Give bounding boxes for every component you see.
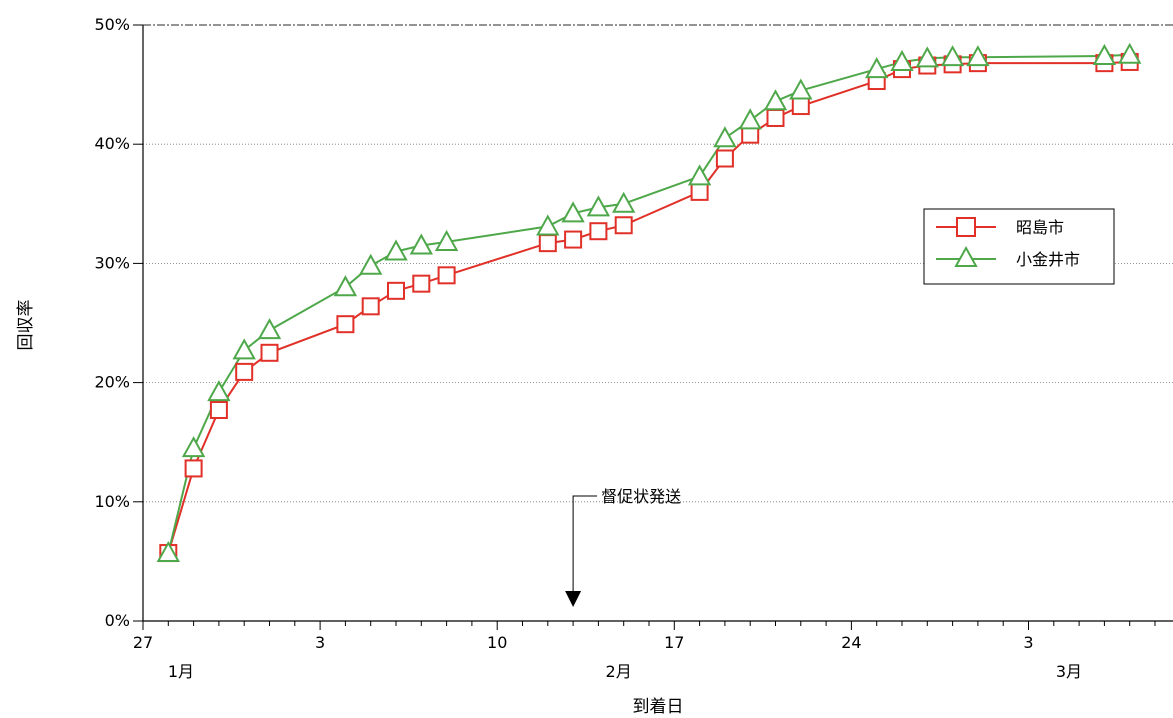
data-point-triangle — [232, 338, 256, 360]
data-point-triangle — [181, 436, 206, 458]
data-point-triangle — [359, 253, 383, 275]
legend-marker-square — [956, 217, 976, 237]
legend-item-0: 昭島市 — [936, 217, 1064, 237]
x-month-label: 3月 — [1056, 662, 1082, 681]
x-ticks: 27 3 10 17 24 3 — [133, 621, 1156, 652]
data-point-triangle — [713, 126, 737, 148]
series-markers-0 — [159, 52, 1139, 563]
data-point-triangle — [1118, 42, 1142, 64]
data-point-triangle — [612, 191, 636, 213]
data-point-square — [614, 216, 633, 235]
data-point-square — [412, 274, 431, 293]
axes — [142, 25, 1173, 622]
data-point-triangle — [434, 229, 459, 251]
y-tick-label: 30% — [94, 253, 130, 272]
legend-box — [923, 208, 1115, 285]
data-point-square — [766, 108, 785, 127]
legend: 昭島市 小金井市 — [923, 208, 1115, 285]
annotation-leader-line — [572, 495, 598, 594]
month-labels: 1月 2月 3月 — [168, 662, 1082, 681]
data-point-triangle — [890, 49, 914, 71]
data-point-triangle — [333, 275, 358, 297]
x-month-label: 2月 — [606, 662, 632, 681]
annotation: 督促状発送 — [565, 487, 681, 607]
data-point-square — [387, 281, 405, 300]
data-point-triangle — [865, 57, 889, 79]
data-point-square — [564, 230, 583, 249]
annotation-arrow — [565, 591, 582, 607]
data-point-square — [589, 222, 608, 241]
data-point-square — [791, 97, 810, 116]
x-tick-label: 24 — [841, 633, 861, 652]
x-tick-label: 27 — [133, 633, 153, 652]
series-0 — [167, 61, 1130, 554]
legend-item-1: 小金井市 — [936, 245, 1080, 269]
data-point-triangle — [738, 108, 762, 130]
legend-label-1: 小金井市 — [1016, 250, 1080, 269]
data-point-square — [209, 401, 228, 420]
data-point-triangle — [763, 89, 788, 111]
data-point-square — [361, 297, 380, 316]
series-1 — [167, 53, 1130, 554]
legend-marker-triangle — [954, 245, 978, 267]
series — [156, 42, 1142, 563]
data-point-triangle — [536, 214, 560, 236]
data-point-triangle — [207, 380, 231, 402]
data-point-square — [260, 343, 279, 362]
y-ticks: 0% 10% 20% 30% 40% 50% — [94, 15, 143, 630]
y-tick-label: 10% — [94, 492, 130, 511]
data-point-square — [715, 149, 734, 168]
y-tick-label: 40% — [94, 134, 130, 153]
data-point-square — [184, 459, 203, 478]
data-point-triangle — [966, 45, 990, 67]
data-point-square — [538, 234, 557, 253]
x-month-label: 1月 — [168, 662, 194, 681]
data-point-triangle — [257, 318, 282, 340]
y-tick-label: 0% — [105, 611, 130, 630]
data-point-square — [437, 266, 456, 285]
data-point-triangle — [156, 540, 180, 563]
data-point-triangle — [586, 195, 611, 217]
x-tick-label: 17 — [664, 633, 684, 652]
data-point-triangle — [384, 239, 408, 261]
x-tick-label: 3 — [1023, 633, 1033, 652]
annotation-text: 督促状発送 — [601, 487, 681, 506]
series-line — [167, 53, 1130, 554]
x-axis-title: 到着日 — [633, 697, 684, 717]
y-tick-label: 20% — [94, 373, 130, 392]
x-tick-label: 3 — [315, 633, 325, 652]
y-tick-label: 50% — [94, 15, 130, 34]
data-point-triangle — [687, 164, 712, 186]
data-point-square — [336, 315, 355, 334]
series-line — [167, 61, 1130, 554]
legend-label-0: 昭島市 — [1016, 218, 1064, 237]
x-tick-label: 10 — [487, 633, 507, 652]
data-point-triangle — [561, 201, 585, 223]
data-point-square — [235, 362, 254, 381]
data-point-triangle — [789, 78, 813, 100]
y-axis-title: 回収率 — [16, 300, 36, 351]
data-point-triangle — [940, 45, 965, 67]
series-markers-1 — [156, 42, 1142, 563]
data-point-triangle — [1092, 43, 1117, 65]
data-point-triangle — [915, 46, 939, 68]
data-point-square — [690, 182, 709, 201]
data-point-triangle — [409, 233, 433, 255]
